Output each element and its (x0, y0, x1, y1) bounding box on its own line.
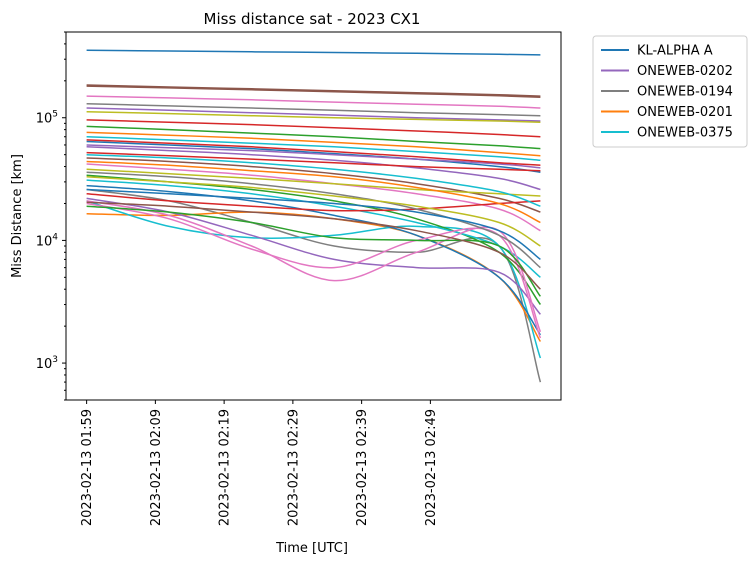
series-line-9 (86, 103, 541, 117)
y-axis: 103 104 105 (36, 31, 66, 401)
legend-box (592, 35, 748, 148)
y-tick-label: 104 (36, 232, 59, 249)
series-line-29 (86, 201, 541, 290)
series-line-2 (86, 107, 541, 122)
series-line-34 (86, 144, 541, 169)
series-line-30 (86, 160, 541, 224)
series-line-18 (86, 157, 541, 213)
series-line-6 (86, 84, 541, 97)
series-line-17 (86, 151, 541, 172)
series-layer (86, 49, 542, 383)
x-tick-label: 2023-02-13 01:59 (80, 409, 95, 526)
plot-area-frame (65, 31, 562, 401)
series-line-36 (86, 139, 541, 166)
series-line-1 (86, 49, 541, 56)
series-line-16 (86, 146, 541, 191)
series-line-8 (86, 95, 541, 109)
x-tick-label: 2023-02-13 02:49 (424, 409, 439, 526)
x-axis-title: Time [UTC] (275, 541, 348, 556)
legend-label: ONEWEB-0375 (637, 126, 733, 141)
x-tick-label: 2023-02-13 02:39 (355, 409, 370, 526)
legend-label: ONEWEB-0201 (637, 105, 733, 120)
series-line-32 (86, 176, 541, 247)
x-tick-label: 2023-02-13 02:29 (286, 409, 301, 526)
series-line-15 (86, 140, 541, 173)
x-axis: 2023-02-13 01:59 2023-02-13 02:09 2023-02-… (80, 400, 439, 526)
series-line-35 (86, 153, 541, 207)
x-tick-label: 2023-02-13 02:19 (218, 409, 233, 526)
legend-label: ONEWEB-0202 (637, 64, 733, 79)
legend-label: ONEWEB-0194 (637, 85, 733, 100)
series-line-20 (86, 168, 541, 197)
series-line-5 (86, 200, 542, 359)
series-line-14 (86, 135, 541, 162)
series-line-12 (86, 125, 541, 150)
legend: KL-ALPHA A ONEWEB-0202 ONEWEB-0194 ONEWEB-0… (592, 35, 748, 148)
chart-title: Miss distance sat - 2023 CX1 (204, 10, 421, 28)
series-line-23 (86, 184, 542, 336)
y-tick-label: 103 (36, 355, 58, 372)
series-line-7 (86, 85, 541, 98)
series-line-24 (86, 193, 541, 212)
series-line-28 (86, 205, 541, 297)
series-line-11 (86, 119, 541, 138)
series-line-33 (86, 188, 541, 261)
legend-label: KL-ALPHA A (637, 44, 713, 59)
series-line-31 (86, 171, 541, 269)
y-tick-label: 105 (36, 110, 58, 127)
series-line-13 (86, 131, 541, 157)
x-tick-label: 2023-02-13 02:09 (149, 409, 164, 526)
y-axis-title: Miss Distance [km] (10, 154, 25, 278)
series-line-10 (86, 110, 541, 123)
